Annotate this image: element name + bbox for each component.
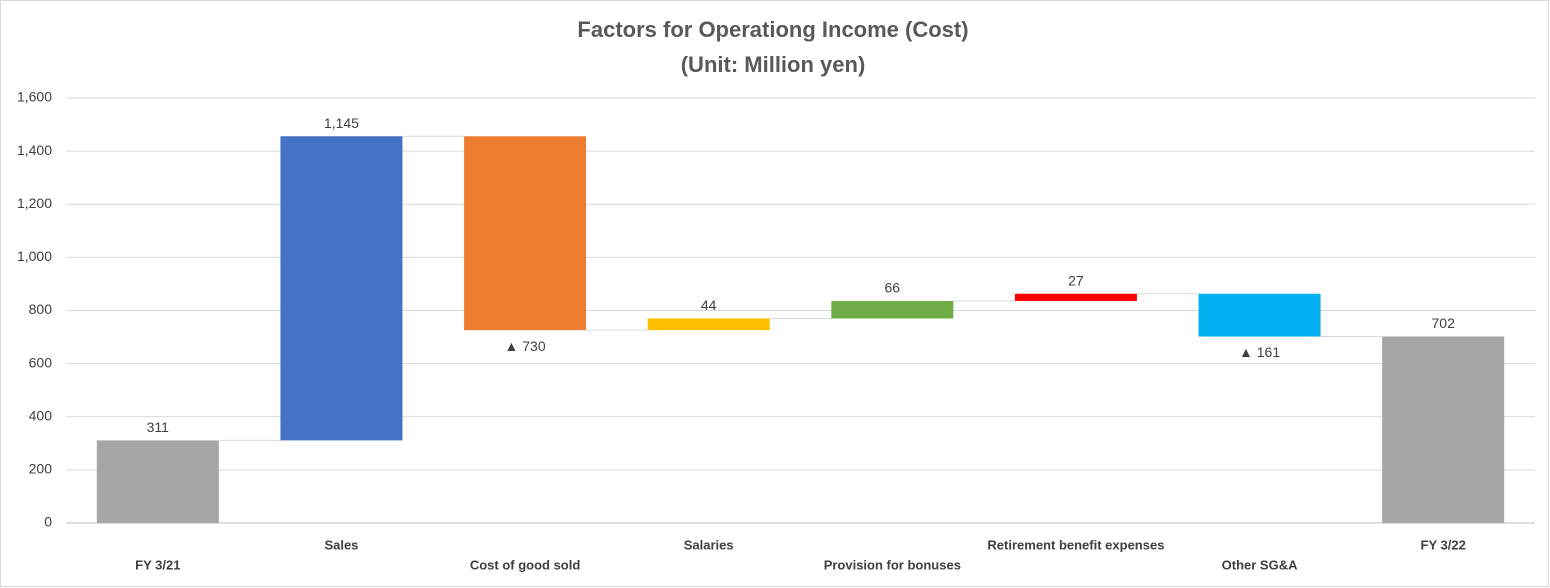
x-tick-label: Cost of good sold [470,557,581,572]
value-label: 66 [885,280,901,296]
x-tick-label: Retirement benefit expenses [987,537,1164,552]
chart-subtitle: (Unit: Million yen) [681,52,866,77]
bar [1382,336,1505,523]
bar [831,300,954,319]
y-tick-label: 400 [29,407,53,423]
y-tick-label: 600 [29,354,53,370]
value-label: 27 [1068,272,1084,288]
y-tick-label: 0 [44,514,52,530]
chart-title: Factors for Operationg Income (Cost) [577,17,968,42]
y-tick-label: 200 [29,461,53,477]
bar [647,318,770,331]
bar [1014,293,1137,301]
x-tick-label: FY 3/22 [1421,537,1466,552]
value-label: ▲ 161 [1239,344,1280,360]
bar [280,136,403,441]
x-tick-label: FY 3/21 [135,557,180,572]
bar [96,440,219,523]
x-tick-label: Other SG&A [1222,557,1298,572]
y-tick-label: 800 [29,301,53,317]
x-tick-label: Sales [324,537,358,552]
value-label: 311 [147,419,170,435]
y-tick-label: 1,000 [17,248,52,264]
value-label: 1,145 [324,115,359,131]
bar [464,136,587,331]
x-tick-label: Salaries [684,537,734,552]
value-label: 44 [701,297,717,313]
x-tick-label: Provision for bonuses [824,557,961,572]
y-tick-label: 1,400 [17,142,52,158]
value-label: ▲ 730 [505,338,546,354]
y-tick-label: 1,600 [17,89,52,105]
y-tick-label: 1,200 [17,195,52,211]
bar [1198,293,1321,337]
value-label: 702 [1432,315,1456,331]
